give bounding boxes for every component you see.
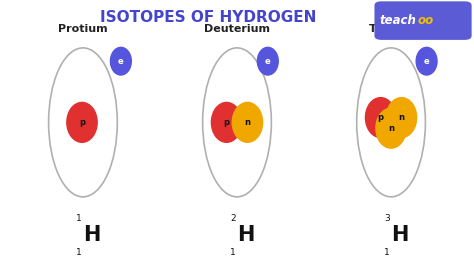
- Text: Protium: Protium: [58, 24, 108, 34]
- Text: 1: 1: [76, 214, 82, 223]
- Text: H: H: [237, 225, 254, 246]
- Text: H: H: [83, 225, 100, 246]
- Text: e: e: [265, 57, 271, 66]
- Ellipse shape: [386, 98, 417, 138]
- Ellipse shape: [110, 47, 131, 75]
- Text: n: n: [388, 124, 394, 133]
- Text: p: p: [79, 118, 85, 127]
- Text: ISOTOPES OF HYDROGEN: ISOTOPES OF HYDROGEN: [100, 10, 317, 25]
- Ellipse shape: [416, 47, 437, 75]
- Text: e: e: [424, 57, 429, 66]
- Ellipse shape: [67, 102, 97, 142]
- Ellipse shape: [365, 98, 396, 138]
- Text: p: p: [378, 113, 383, 122]
- Text: teach: teach: [379, 14, 416, 27]
- Text: Tritium: Tritium: [369, 24, 413, 34]
- Text: n: n: [399, 113, 404, 122]
- Ellipse shape: [376, 108, 406, 148]
- Ellipse shape: [211, 102, 242, 142]
- Text: 1: 1: [230, 248, 236, 257]
- Text: H: H: [391, 225, 408, 246]
- FancyBboxPatch shape: [374, 1, 472, 40]
- Text: 1: 1: [384, 248, 390, 257]
- Text: 1: 1: [76, 248, 82, 257]
- Text: Deuterium: Deuterium: [204, 24, 270, 34]
- Text: oo: oo: [418, 14, 434, 27]
- Text: 3: 3: [384, 214, 390, 223]
- Ellipse shape: [257, 47, 278, 75]
- Ellipse shape: [232, 102, 263, 142]
- Text: e: e: [118, 57, 124, 66]
- Text: p: p: [224, 118, 229, 127]
- Text: n: n: [245, 118, 250, 127]
- Text: 2: 2: [230, 214, 236, 223]
